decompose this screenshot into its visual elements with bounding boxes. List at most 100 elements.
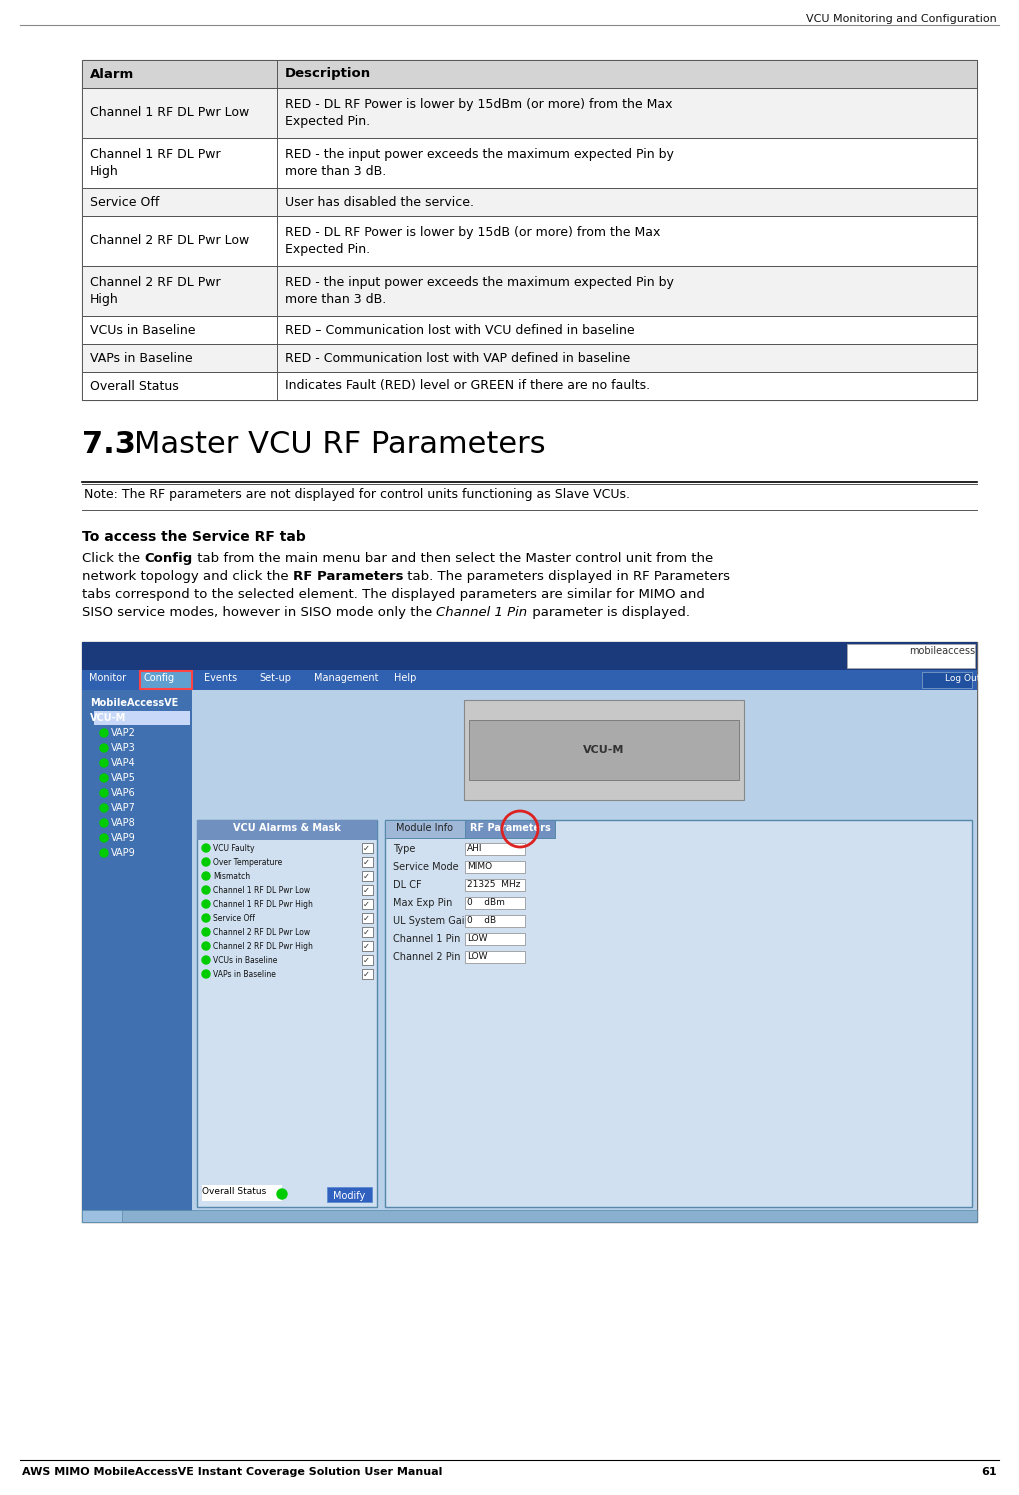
Bar xyxy=(82,215,977,266)
Text: VAPs in Baseline: VAPs in Baseline xyxy=(213,970,276,979)
Text: LOW: LOW xyxy=(467,934,487,943)
Bar xyxy=(82,60,977,401)
Text: VAP5: VAP5 xyxy=(111,773,136,783)
Text: Channel 2 RF DL Pwr Low: Channel 2 RF DL Pwr Low xyxy=(213,928,310,937)
Bar xyxy=(82,1209,122,1221)
Circle shape xyxy=(202,872,210,881)
Bar xyxy=(465,933,525,945)
Text: VAP7: VAP7 xyxy=(111,803,136,813)
Text: RF Parameters: RF Parameters xyxy=(292,570,404,583)
Text: Channel 1 RF DL Pwr High: Channel 1 RF DL Pwr High xyxy=(213,900,313,909)
Bar xyxy=(465,843,525,855)
Text: VCU-M: VCU-M xyxy=(583,745,625,755)
Text: MobileAccessVE: MobileAccessVE xyxy=(90,698,178,709)
Text: Master VCU RF Parameters: Master VCU RF Parameters xyxy=(135,431,545,459)
Text: Log Out: Log Out xyxy=(945,674,980,683)
Bar xyxy=(82,691,192,1221)
Bar xyxy=(82,215,977,266)
Text: Note: The RF parameters are not displayed for control units functioning as Slave: Note: The RF parameters are not displaye… xyxy=(84,487,630,501)
Text: Overall Status: Overall Status xyxy=(202,1187,266,1196)
Circle shape xyxy=(202,955,210,964)
Text: VAPs in Baseline: VAPs in Baseline xyxy=(90,351,193,365)
Text: Channel 2 Pin: Channel 2 Pin xyxy=(393,952,461,961)
Text: tab. The parameters displayed in RF Parameters: tab. The parameters displayed in RF Para… xyxy=(404,570,731,583)
Text: ✓: ✓ xyxy=(363,845,370,854)
Bar xyxy=(82,315,977,344)
Circle shape xyxy=(100,819,108,827)
Text: AHI: AHI xyxy=(467,845,483,854)
Text: Channel 1 RF DL Pwr Low: Channel 1 RF DL Pwr Low xyxy=(90,106,250,120)
Text: Module Info: Module Info xyxy=(396,824,453,833)
Text: RED - the input power exceeds the maximum expected Pin by
more than 3 dB.: RED - the input power exceeds the maximu… xyxy=(285,148,674,178)
Text: ✓: ✓ xyxy=(363,970,370,979)
Text: User has disabled the service.: User has disabled the service. xyxy=(285,196,474,208)
Bar xyxy=(362,857,373,867)
Text: Config: Config xyxy=(145,552,193,565)
Bar xyxy=(385,819,465,839)
Text: ✓: ✓ xyxy=(363,887,370,896)
Text: SISO service modes, however in SISO mode only the: SISO service modes, however in SISO mode… xyxy=(82,605,436,619)
Circle shape xyxy=(202,928,210,936)
Bar xyxy=(464,700,744,800)
Bar xyxy=(362,898,373,909)
Circle shape xyxy=(202,887,210,894)
Text: ✓: ✓ xyxy=(363,955,370,964)
Circle shape xyxy=(100,804,108,812)
Bar xyxy=(465,879,525,891)
Bar xyxy=(82,315,977,344)
Text: ✓: ✓ xyxy=(363,928,370,937)
Text: Overall Status: Overall Status xyxy=(90,380,178,393)
Text: UL System Gain: UL System Gain xyxy=(393,916,471,925)
Bar xyxy=(82,372,977,401)
Text: LOW: LOW xyxy=(467,952,487,961)
Bar xyxy=(922,671,972,688)
Circle shape xyxy=(100,789,108,797)
Bar xyxy=(82,372,977,401)
Bar xyxy=(82,1209,977,1221)
Text: 7.3: 7.3 xyxy=(82,431,136,459)
Circle shape xyxy=(100,759,108,767)
Bar xyxy=(469,721,739,780)
Circle shape xyxy=(202,858,210,866)
Bar xyxy=(82,188,977,215)
Text: VCUs in Baseline: VCUs in Baseline xyxy=(213,955,277,964)
Bar xyxy=(82,60,977,88)
Bar xyxy=(94,712,190,725)
Text: Channel 1 Pin: Channel 1 Pin xyxy=(393,934,461,943)
Bar xyxy=(82,88,977,138)
Bar xyxy=(465,915,525,927)
Text: MIMO: MIMO xyxy=(467,863,492,872)
Bar xyxy=(82,344,977,372)
Bar xyxy=(847,644,975,668)
Text: RF Parameters: RF Parameters xyxy=(470,824,550,833)
Text: Mismatch: Mismatch xyxy=(213,872,250,881)
Bar xyxy=(192,691,977,1221)
Bar xyxy=(362,969,373,979)
Bar xyxy=(82,138,977,188)
Text: Channel 2 RF DL Pwr Low: Channel 2 RF DL Pwr Low xyxy=(90,235,250,248)
Text: VAP4: VAP4 xyxy=(111,758,136,768)
Bar xyxy=(362,927,373,937)
Text: Channel 1 Pin: Channel 1 Pin xyxy=(436,605,528,619)
Text: VCU Alarms & Mask: VCU Alarms & Mask xyxy=(233,824,341,833)
Text: Max Exp Pin: Max Exp Pin xyxy=(393,898,452,907)
Text: ✓: ✓ xyxy=(363,858,370,867)
Text: RED - DL RF Power is lower by 15dBm (or more) from the Max
Expected Pin.: RED - DL RF Power is lower by 15dBm (or … xyxy=(285,99,673,127)
Text: tab from the main menu bar and then select the Master control unit from the: tab from the main menu bar and then sele… xyxy=(193,552,713,565)
Text: Config: Config xyxy=(144,673,175,683)
Text: Monitor: Monitor xyxy=(89,673,126,683)
Bar xyxy=(465,861,525,873)
Text: VAP6: VAP6 xyxy=(111,788,136,798)
Bar xyxy=(465,897,525,909)
Text: Events: Events xyxy=(204,673,237,683)
Circle shape xyxy=(100,834,108,842)
Text: parameter is displayed.: parameter is displayed. xyxy=(528,605,690,619)
Text: Channel 1 RF DL Pwr
High: Channel 1 RF DL Pwr High xyxy=(90,148,221,178)
Text: mobileaccess.: mobileaccess. xyxy=(909,646,978,656)
Text: Description: Description xyxy=(285,67,371,81)
Text: ✓: ✓ xyxy=(363,900,370,909)
Circle shape xyxy=(202,942,210,949)
Text: VAP3: VAP3 xyxy=(111,743,136,753)
Circle shape xyxy=(202,900,210,907)
Bar xyxy=(82,88,977,138)
